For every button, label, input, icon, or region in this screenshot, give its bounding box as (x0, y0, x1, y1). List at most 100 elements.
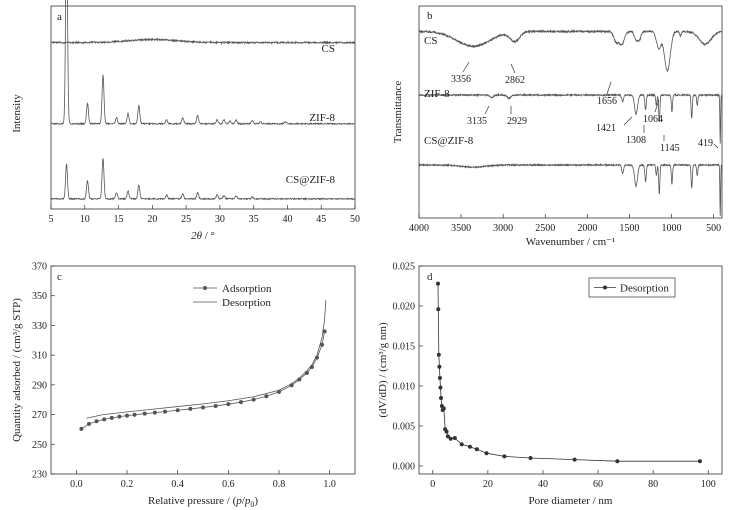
panel-d-desorption-point (439, 396, 444, 400)
panel-d-x-tick-label: 100 (701, 479, 716, 490)
panel-a-x-tick-label: 40 (282, 214, 292, 225)
panel-d-desorption-point (459, 442, 464, 447)
panel-a-series-label: ZIF-8 (309, 112, 335, 124)
panel-c-x-tick-label: 1.0 (323, 479, 336, 490)
panel-b-annotation-arrow (462, 61, 470, 73)
panel-d-desorption-point (436, 281, 441, 286)
panel-b-annotation-label: 2929 (507, 116, 527, 127)
panel-c-x-tick-label: 0.4 (171, 479, 184, 490)
panel-d-desorption-point (438, 385, 443, 390)
panel-b-annotation-label: 1308 (626, 135, 646, 146)
panel-b-x-tick-label: 2500 (535, 223, 555, 234)
panel-c-y-axis-label: Quantity adsorbed / (cm³/g STP) (11, 298, 23, 442)
panel-d-desorption-point (452, 436, 457, 440)
panel-c-label: c (57, 271, 62, 283)
panel-c-adsorption-point (188, 406, 193, 411)
panel-d-x-tick-label: 40 (538, 479, 548, 490)
panel-d-label: d (427, 271, 433, 283)
panel-c-y-tick-label: 290 (32, 380, 47, 391)
panel-a-x-tick-label: 45 (316, 214, 326, 225)
panel-b-annotation-label: 3135 (467, 116, 487, 127)
panel-d-x-tick-label: 20 (483, 479, 493, 490)
panel-b-annotation-arrow (510, 63, 516, 74)
panel-b-annotation-label: 2862 (505, 75, 525, 86)
panel-d-desorption-point (436, 352, 441, 357)
panel-b-x-tick-label: 1000 (662, 223, 682, 234)
panel-b-x-axis-label: Wavenumber / cm⁻¹ (526, 236, 615, 248)
panel-c-adsorption-point (94, 419, 99, 424)
panel-b-x-tick-label: 3000 (493, 223, 513, 234)
panel-b-plot-frame (418, 5, 723, 219)
panel-d-y-tick-label: 0.025 (393, 262, 416, 273)
panel-d-desorption-point (467, 444, 472, 449)
panel-b-annotation-label: 419 (698, 138, 713, 149)
panel-b-annotation-label: 1656 (597, 96, 617, 107)
panel-d-desorption-point (697, 459, 702, 464)
panel-d-desorption-point (444, 429, 449, 434)
panel-c-adsorption-point (152, 410, 157, 415)
panel-b-series-cs (418, 29, 723, 73)
panel-b-x-tick-label: 3500 (451, 223, 471, 234)
panel-c-y-tick-label: 230 (32, 470, 47, 481)
panel-c-adsorption-point (239, 400, 243, 405)
panel-d-desorption-point (528, 456, 533, 460)
panel-b-annotation-arrow (654, 99, 660, 113)
panel-d-legend-box (588, 277, 676, 298)
panel-a-x-tick-label: 35 (249, 214, 259, 225)
panel-c-x-tick-label: 0.2 (121, 479, 134, 490)
panel-b-annotation-arrow (713, 143, 719, 149)
panel-c-y-tick-label: 370 (32, 262, 47, 273)
panel-d-y-tick-label: 0.020 (393, 302, 416, 313)
panel-b-annotation-arrow (606, 81, 612, 95)
panel-b-annotation-arrow (484, 105, 490, 115)
panel-d-desorption-point (436, 307, 441, 312)
panel-c-adsorption-point (109, 415, 114, 420)
panel-b-series-label: CS (424, 35, 437, 47)
panel-d-desorption-point (445, 434, 450, 439)
panel-c-adsorption-point (79, 426, 84, 431)
panel-c-x-tick-label: 0.6 (222, 479, 235, 490)
panel-d-y-axis-label: (dV/dD) / (cm³/g nm) (377, 322, 389, 418)
panel-d-legend-label: Desorption (620, 283, 669, 295)
panel-a-x-tick-label: 10 (80, 214, 90, 225)
panel-c-adsorption-point (102, 417, 107, 422)
panel-c-y-tick-label: 310 (32, 351, 47, 362)
panel-a-series-label: CS@ZIF-8 (286, 174, 336, 186)
panel-a-x-tick-label: 20 (147, 214, 157, 225)
panel-a-x-tick-label: 15 (114, 214, 124, 225)
panel-b-series-zif-8 (418, 92, 723, 144)
panel-d-legend-marker (603, 285, 607, 290)
panel-a-x-tick-label: 25 (181, 214, 191, 225)
panel-d-y-tick-label: 0.005 (393, 422, 416, 433)
panel-b-label: b (427, 10, 433, 22)
panel-d-desorption-point (474, 447, 479, 452)
panel-d-desorption-point (572, 457, 577, 462)
panel-a-x-tick-label: 30 (215, 214, 225, 225)
panel-d-y-tick-label: 0.015 (393, 342, 416, 353)
panel-c-adsorption-point (264, 394, 269, 399)
panel-b-series-label: CS@ZIF-8 (424, 135, 474, 147)
panel-c-adsorption-point (87, 421, 91, 426)
panel-c-adsorption-point (163, 409, 167, 414)
panel-d-desorption-point (437, 364, 442, 369)
panel-c-legend-adsorption-marker (203, 286, 207, 290)
panel-d-y-tick-label: 0.010 (393, 382, 416, 393)
panel-d-desorption-point (448, 436, 453, 441)
panel-b-annotation-label: 1421 (596, 123, 616, 134)
panel-a-xrd-chart: 5 10 15 20 25 30 35 40 45 50 a Intensity 2θ / ° CS ZIF… (11, 0, 360, 242)
panel-a-series-cs (50, 37, 356, 45)
panel-c-adsorption-point (201, 405, 205, 410)
panel-d-series-desorption-line (437, 283, 700, 462)
panel-b-y-axis-label: Transmittance (392, 81, 404, 144)
panel-a-series-label: CS (322, 43, 335, 55)
panel-d-x-axis-label: Pore diameter / nm (528, 495, 612, 507)
panel-c-x-axis-label: Relative pressure / (p/p0) (148, 495, 258, 509)
panel-b-annotation-arrow (623, 116, 633, 126)
panel-c-y-tick-label: 330 (32, 321, 47, 332)
panel-c-x-tick-label: 0.0 (70, 479, 83, 490)
panel-b-annotation-label: 1064 (643, 114, 663, 125)
panel-d-desorption-point (484, 451, 489, 456)
panel-d-desorption-point (502, 454, 507, 459)
panel-d-x-tick-label: 60 (593, 479, 603, 490)
panel-b-x-tick-label: 2000 (577, 223, 597, 234)
